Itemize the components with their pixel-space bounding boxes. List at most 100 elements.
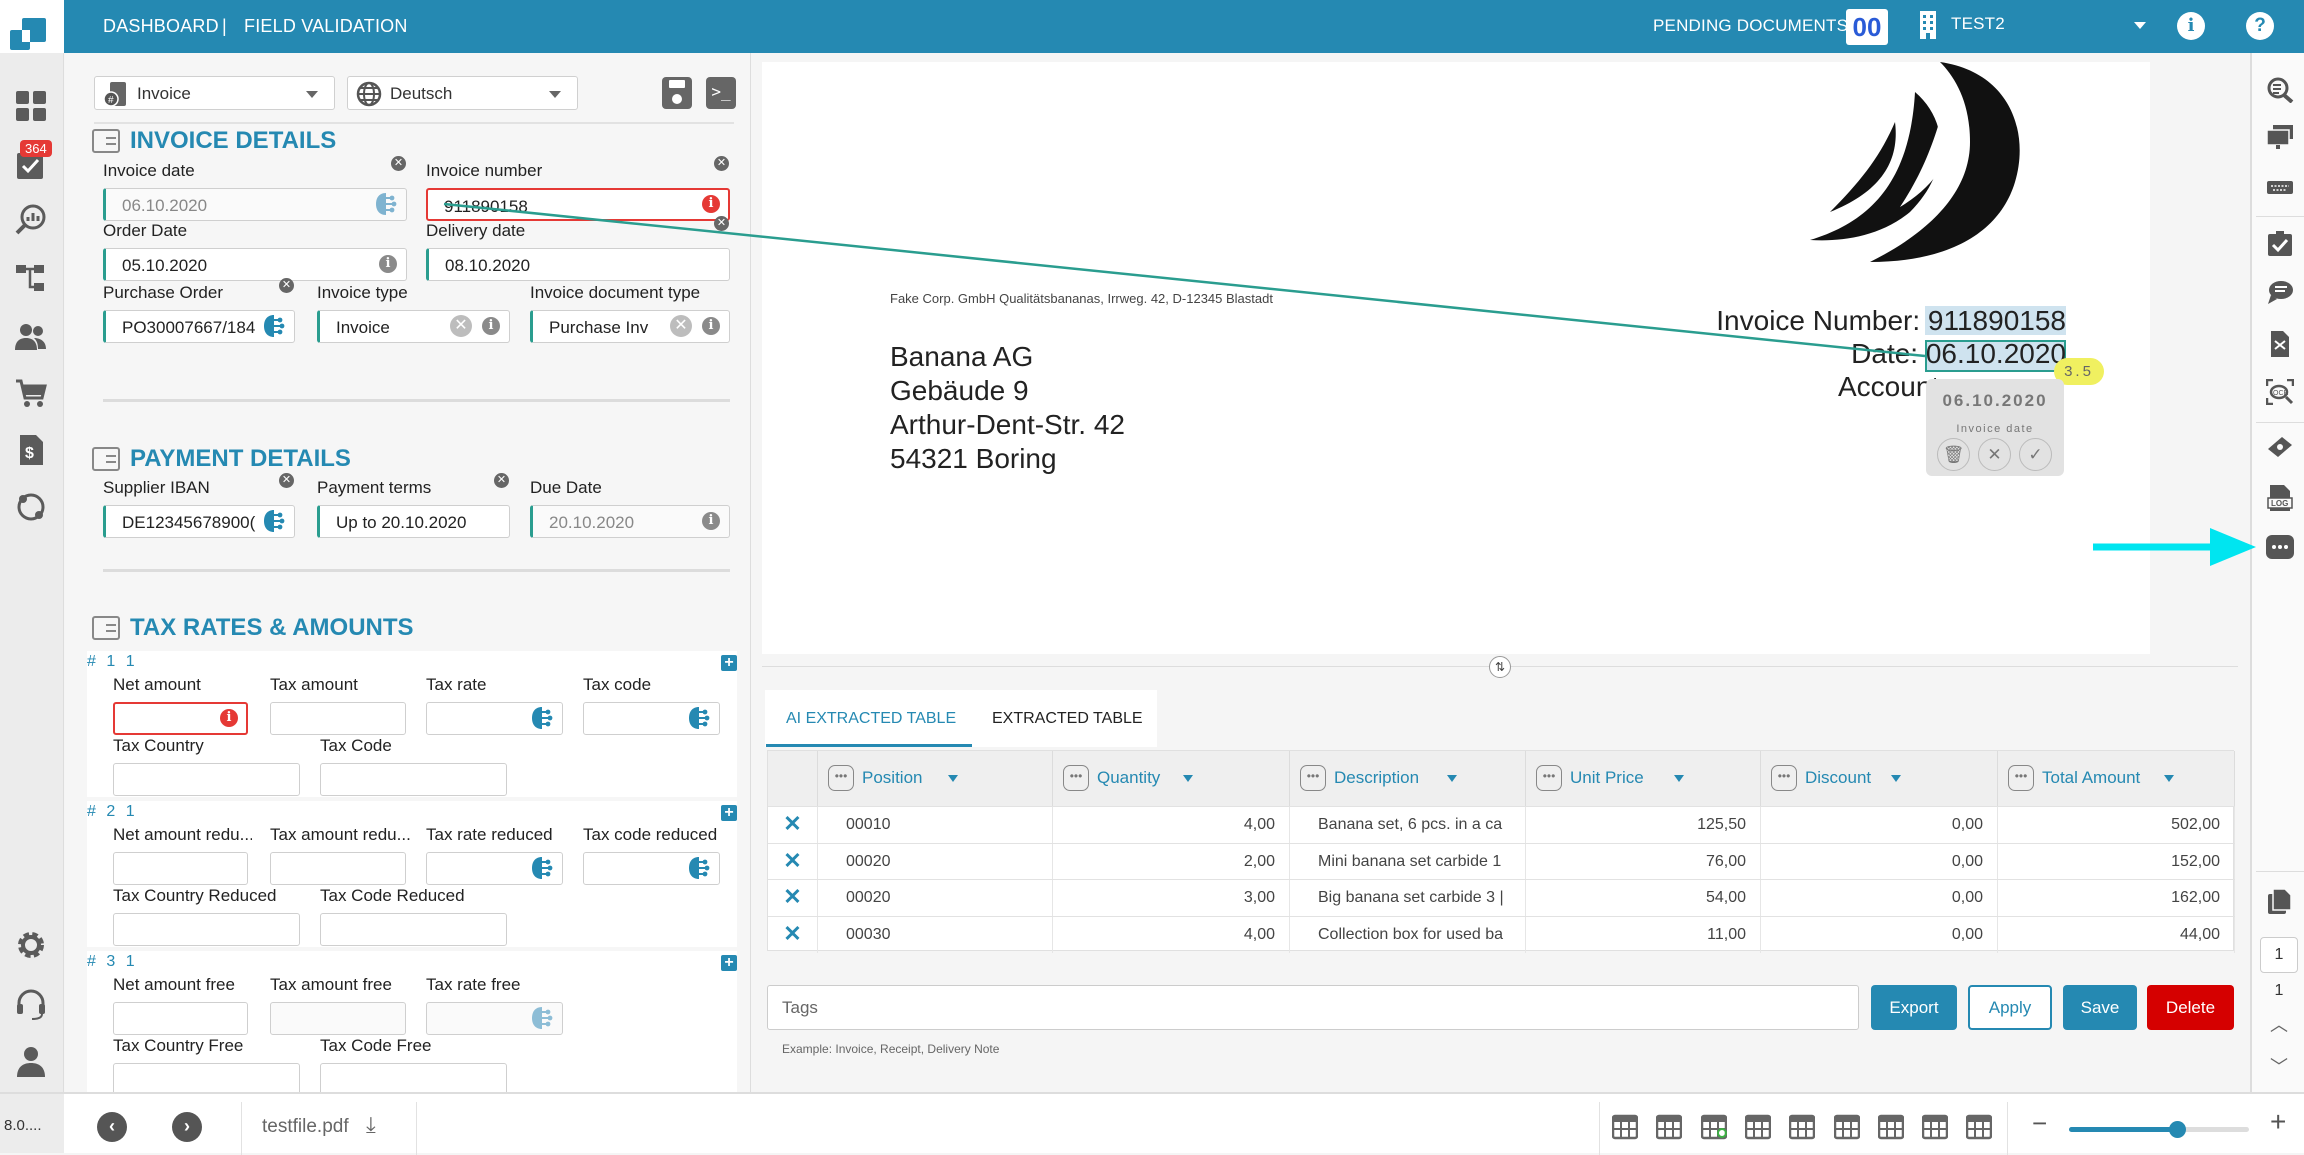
tab-ai-extracted-table[interactable]: AI EXTRACTED TABLE [786,710,957,727]
ai-extraction-icon[interactable] [263,314,285,338]
integration-icon[interactable] [14,490,48,524]
table-cell[interactable]: Collection box for used ba [1290,916,1526,953]
save-icon[interactable] [662,77,692,109]
ai-extraction-icon[interactable] [263,509,285,533]
column-header[interactable]: ••• Position [818,751,1053,806]
remove-row-icon[interactable]: ✕ [768,880,818,916]
popup-reject-button[interactable]: ✕ [1978,438,2011,471]
invoice-icon[interactable]: $ [14,433,48,467]
table-cell[interactable]: Big banana set carbide 3 | [1290,880,1526,916]
column-header[interactable]: ••• Unit Price [1526,751,1761,806]
terminal-icon[interactable]: >_ [706,77,736,109]
clear-field-icon[interactable]: ✕ [279,473,294,488]
zoom-slider-thumb[interactable] [2169,1121,2186,1138]
table-cell[interactable]: Banana set, 6 pcs. in a ca [1290,807,1526,843]
table-cell[interactable]: 76,00 [1526,843,1761,880]
clear-field-icon[interactable]: ✕ [391,156,406,171]
zoom-in-button[interactable]: + [2270,1106,2287,1137]
ai-extraction-icon[interactable] [688,706,710,730]
sort-caret-icon[interactable] [1674,775,1684,782]
order-date-field[interactable]: 05.10.2020 [103,248,407,281]
tax-field-input[interactable] [113,852,248,885]
export-button[interactable]: Export [1871,985,1957,1030]
apply-button[interactable]: Apply [1968,985,2052,1030]
column-menu-icon[interactable]: ••• [1063,765,1089,791]
ticket-icon[interactable] [2266,435,2294,461]
add-tax-group-button[interactable]: + [721,805,737,821]
table-cell[interactable]: 3,00 [1053,880,1290,916]
add-tax-group-button[interactable]: + [721,655,737,671]
add-column-icon[interactable] [1656,1114,1683,1140]
next-document-button[interactable]: › [172,1112,202,1142]
info-icon[interactable]: i [379,255,397,273]
nav-dashboard[interactable]: DASHBOARD [103,16,219,36]
table-cell[interactable]: 00010 [818,807,1053,843]
error-icon[interactable]: i [702,195,720,213]
ai-extraction-icon[interactable] [531,706,553,730]
swap-rows-icon[interactable] [1966,1114,1993,1140]
table-cell[interactable]: 0,00 [1761,916,1998,953]
remove-row-icon[interactable]: ✕ [768,807,818,843]
ai-extraction-icon[interactable] [375,192,397,216]
tax-field-input[interactable] [270,702,406,735]
tax-field-input[interactable] [320,913,507,946]
column-header[interactable]: ••• Discount [1761,751,1998,806]
chevron-down-icon[interactable] [306,91,318,98]
tax-field-input[interactable] [270,1002,406,1035]
support-icon[interactable] [14,987,48,1021]
log-icon[interactable]: LOG [2266,485,2294,511]
payment-terms-field[interactable]: Up to 20.10.2020 [317,505,510,538]
tax-field-input[interactable] [113,1002,248,1035]
clear-field-icon[interactable]: ✕ [494,473,509,488]
dashboard-icon[interactable] [14,89,48,123]
table-cell[interactable]: 162,00 [1998,880,2235,916]
page-down-icon[interactable]: ﹀ [2270,1057,2288,1077]
table-cell[interactable]: 152,00 [1998,843,2235,880]
invoice-number-field[interactable]: 911890158 [426,188,730,221]
nav-field-validation[interactable]: FIELD VALIDATION [244,16,408,36]
sort-caret-icon[interactable] [947,775,958,782]
tenant-dropdown-caret-icon[interactable] [2134,22,2146,29]
table-cell[interactable]: 44,00 [1998,916,2235,953]
info-icon[interactable]: i [2177,12,2205,40]
tab-extracted-table[interactable]: EXTRACTED TABLE [992,710,1143,727]
table-cell[interactable]: 125,50 [1526,807,1761,843]
app-logo[interactable] [0,0,64,53]
error-icon[interactable]: i [220,709,238,727]
tax-field-input[interactable] [113,763,300,796]
checklist-icon[interactable] [2266,231,2294,257]
tags-input[interactable]: Tags [767,985,1859,1030]
sort-caret-icon[interactable] [1182,775,1193,782]
due-date-field[interactable]: 20.10.2020 [530,505,730,538]
table-cell[interactable]: 00020 [818,843,1053,880]
invoice-date-highlight[interactable] [1925,340,2066,372]
zoom-out-button[interactable]: − [2032,1108,2048,1138]
show-table-icon[interactable] [1700,1114,1727,1140]
tax-field-input[interactable] [320,763,507,796]
popup-delete-button[interactable]: 🗑 [1937,438,1970,471]
search-document-icon[interactable] [2266,77,2294,104]
comment-icon[interactable] [2266,279,2294,305]
delivery-date-field[interactable]: 08.10.2020 [426,248,730,281]
invoice-date-field[interactable]: 06.10.2020 [103,188,407,221]
page-number-input[interactable]: 1 [2260,937,2298,973]
table-cell[interactable]: 00030 [818,916,1053,953]
info-icon[interactable]: i [482,317,500,335]
delete-button[interactable]: Delete [2147,985,2234,1030]
zoom-slider[interactable] [2069,1121,2249,1138]
ai-extraction-icon[interactable] [531,856,553,880]
add-tax-group-button[interactable]: + [721,955,737,971]
tenant-selector[interactable]: TEST2 [1951,14,2005,33]
analytics-icon[interactable] [14,203,48,237]
document-type-select[interactable]: Invoice # [94,76,335,110]
sort-caret-icon[interactable] [1447,775,1458,782]
table-cell[interactable]: 502,00 [1998,807,2235,843]
tax-field-input[interactable] [320,1063,507,1092]
ai-extraction-icon[interactable] [531,1006,553,1030]
resize-handle[interactable]: ⇅ [1489,656,1511,678]
supplier-iban-field[interactable]: DE12345678900( [103,505,295,538]
chevron-down-icon[interactable] [549,91,561,98]
tasks-icon[interactable] [14,148,48,182]
column-menu-icon[interactable]: ••• [2008,765,2034,791]
table-cell[interactable]: 54,00 [1526,880,1761,916]
